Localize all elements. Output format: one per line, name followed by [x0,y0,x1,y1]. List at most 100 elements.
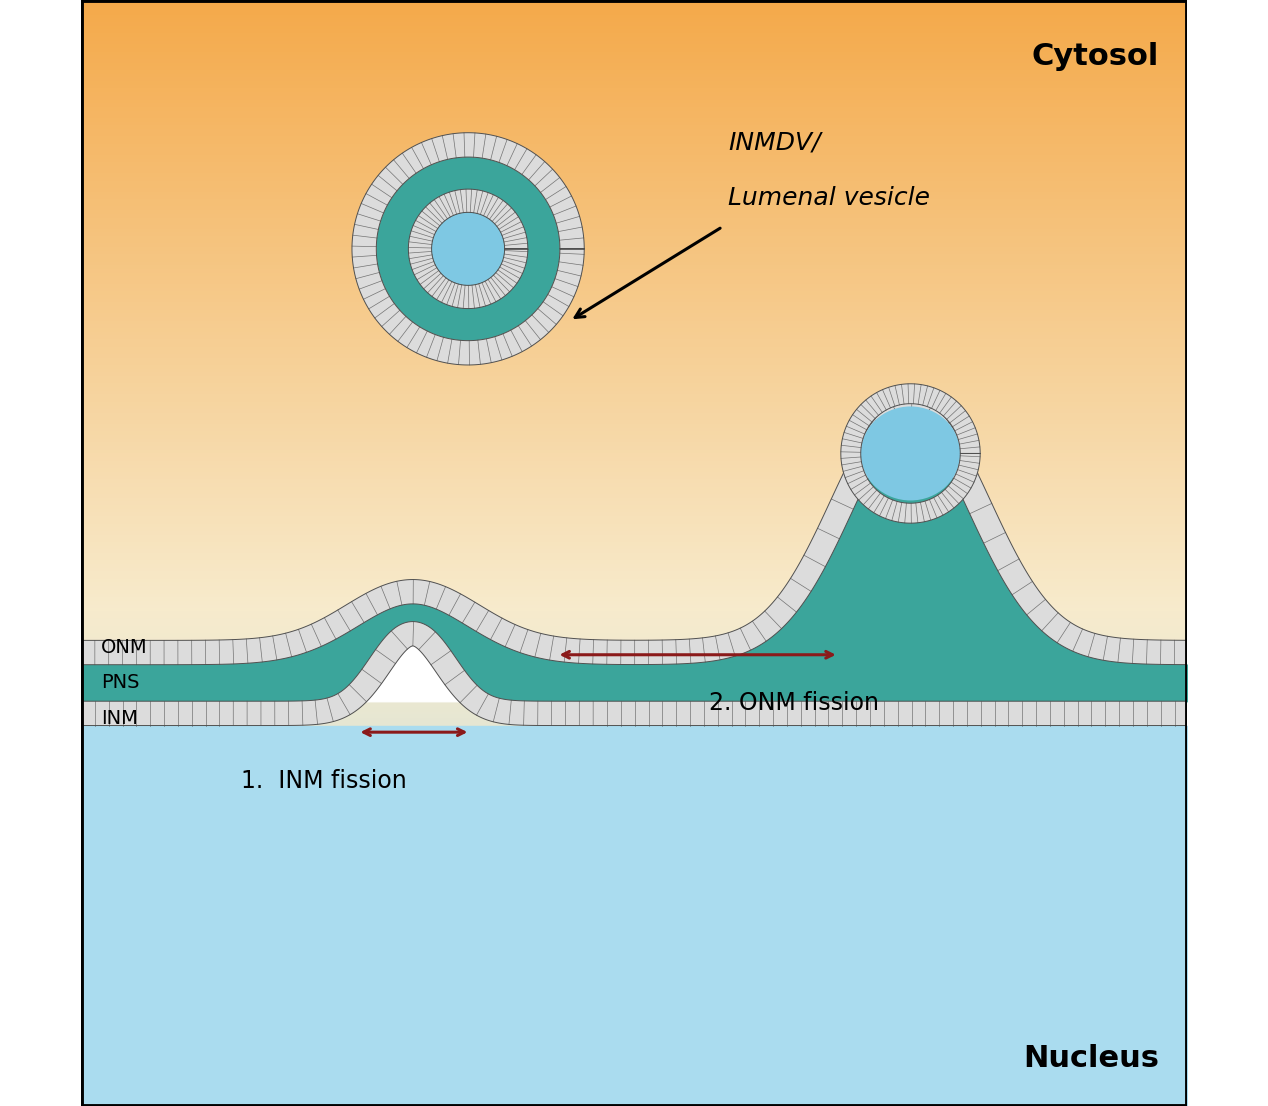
Bar [81,608,1187,612]
Text: Cytosol: Cytosol [1032,42,1159,71]
Bar [81,888,1187,893]
Bar [81,33,1187,36]
Bar [81,498,1187,501]
Bar [81,88,1187,92]
Bar [81,719,1187,722]
Bar [81,578,1187,583]
Bar [81,218,1187,221]
Bar [81,357,1187,362]
Bar [81,55,1187,59]
Bar [81,623,1187,627]
Bar [81,265,1187,269]
Bar [81,553,1187,556]
Bar [81,660,1187,664]
Bar [81,992,1187,995]
Bar [81,1095,1187,1098]
Bar [81,284,1187,288]
Bar [81,977,1187,981]
Bar [81,649,1187,653]
Bar [81,465,1187,468]
Bar [81,52,1187,55]
Bar [81,188,1187,191]
Bar [81,789,1187,793]
Bar [81,1018,1187,1021]
Bar [81,700,1187,705]
Bar [81,129,1187,133]
Bar [81,531,1187,534]
Bar [81,302,1187,306]
Bar [81,733,1187,738]
Bar [81,1081,1187,1084]
Bar [81,686,1187,689]
Bar [81,295,1187,299]
Bar [81,8,1187,11]
Bar [81,612,1187,616]
Bar [81,796,1187,800]
Bar [81,763,1187,766]
Bar [81,904,1187,907]
Bar [81,575,1187,578]
Bar [81,1076,1187,1081]
Bar [81,830,1187,833]
Bar [81,210,1187,213]
Bar [81,1062,1187,1065]
Bar [81,800,1187,804]
Bar [81,539,1187,542]
Bar [81,428,1187,431]
Bar [81,1058,1187,1062]
Bar [81,379,1187,384]
Bar [81,395,1187,398]
Bar [81,185,1187,188]
Bar [81,932,1187,937]
Bar [81,844,1187,848]
Text: 2. ONM fission: 2. ONM fission [709,691,880,716]
Bar [81,147,1187,152]
Bar [81,354,1187,357]
Bar [81,1070,1187,1073]
Bar [81,468,1187,472]
Bar [81,229,1187,232]
Bar [81,689,1187,693]
Bar [81,984,1187,988]
Bar [81,822,1187,826]
Text: INM: INM [101,709,138,729]
Bar [81,1010,1187,1014]
Bar [81,630,1187,634]
Bar [81,100,1187,103]
Bar [81,92,1187,96]
Bar [81,225,1187,229]
Bar [81,420,1187,424]
Bar [81,959,1187,962]
Bar [81,1014,1187,1018]
Bar [81,291,1187,295]
Bar [81,520,1187,523]
Text: Nucleus: Nucleus [1023,1044,1159,1073]
Bar [81,561,1187,564]
Bar [81,778,1187,782]
Bar [81,335,1187,340]
Bar [81,1003,1187,1006]
Bar [81,517,1187,520]
Bar [81,169,1187,174]
Bar [81,254,1187,258]
Bar [81,697,1187,700]
Polygon shape [841,384,980,523]
Bar [81,343,1187,346]
Bar [81,155,1187,158]
Bar [81,774,1187,778]
Bar [81,601,1187,605]
Bar [81,424,1187,428]
Bar [81,505,1187,509]
Bar [81,749,1187,752]
Bar [81,413,1187,417]
Bar [81,373,1187,376]
Bar [81,453,1187,457]
Bar [81,111,1187,114]
Bar [81,766,1187,771]
Bar [81,594,1187,597]
Bar [81,494,1187,498]
Bar [81,1084,1187,1087]
Bar [81,236,1187,240]
Bar [81,597,1187,601]
Bar [81,638,1187,641]
